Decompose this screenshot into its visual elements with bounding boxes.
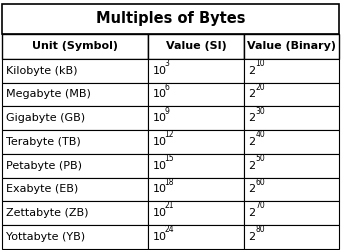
Text: Terabyte (TB): Terabyte (TB) <box>6 137 80 147</box>
Bar <box>244 154 339 178</box>
Bar <box>244 82 339 106</box>
Text: 6: 6 <box>165 83 169 92</box>
Text: 18: 18 <box>165 178 174 187</box>
Bar <box>2 154 148 178</box>
Text: 10: 10 <box>152 184 166 194</box>
Bar <box>148 106 244 130</box>
Text: 24: 24 <box>165 225 174 234</box>
Text: 2: 2 <box>248 66 255 76</box>
Bar <box>244 225 339 249</box>
Text: 10: 10 <box>152 232 166 242</box>
Text: 50: 50 <box>255 154 265 163</box>
Text: 3: 3 <box>165 59 169 68</box>
Bar <box>148 34 244 59</box>
Text: Gigabyte (GB): Gigabyte (GB) <box>6 113 85 123</box>
Bar <box>2 225 148 249</box>
Text: 40: 40 <box>255 130 265 139</box>
Bar <box>148 154 244 178</box>
Text: 10: 10 <box>152 161 166 170</box>
Text: Multiples of Bytes: Multiples of Bytes <box>96 11 245 26</box>
Text: 9: 9 <box>165 106 169 116</box>
Text: 80: 80 <box>255 225 265 234</box>
Text: 10: 10 <box>152 90 166 100</box>
Bar <box>2 34 148 59</box>
Bar <box>148 82 244 106</box>
Text: Yottabyte (YB): Yottabyte (YB) <box>6 232 85 242</box>
Text: 15: 15 <box>165 154 174 163</box>
Text: Megabyte (MB): Megabyte (MB) <box>6 90 91 100</box>
Bar <box>2 4 339 34</box>
Text: Petabyte (PB): Petabyte (PB) <box>6 161 82 170</box>
Text: 2: 2 <box>248 137 255 147</box>
Bar <box>148 59 244 82</box>
Text: Unit (Symbol): Unit (Symbol) <box>32 41 118 51</box>
Text: Value (SI): Value (SI) <box>166 41 226 51</box>
Bar <box>2 201 148 225</box>
Text: 2: 2 <box>248 184 255 194</box>
Text: 10: 10 <box>255 59 265 68</box>
Bar <box>2 59 148 82</box>
Bar <box>244 106 339 130</box>
Bar <box>2 178 148 201</box>
Bar <box>148 130 244 154</box>
Bar <box>2 130 148 154</box>
Bar <box>2 106 148 130</box>
Text: Zettabyte (ZB): Zettabyte (ZB) <box>6 208 88 218</box>
Text: 10: 10 <box>152 113 166 123</box>
Bar <box>244 201 339 225</box>
Bar <box>244 130 339 154</box>
Text: 10: 10 <box>152 208 166 218</box>
Text: Kilobyte (kB): Kilobyte (kB) <box>6 66 77 76</box>
Text: 20: 20 <box>255 83 265 92</box>
Text: 2: 2 <box>248 90 255 100</box>
Text: 10: 10 <box>152 137 166 147</box>
Bar <box>2 82 148 106</box>
Bar <box>148 225 244 249</box>
Bar <box>244 178 339 201</box>
Text: 2: 2 <box>248 113 255 123</box>
Text: Exabyte (EB): Exabyte (EB) <box>6 184 78 194</box>
Text: 12: 12 <box>165 130 174 139</box>
Text: Value (Binary): Value (Binary) <box>247 41 336 51</box>
Text: 70: 70 <box>255 202 265 210</box>
Text: 2: 2 <box>248 161 255 170</box>
Text: 10: 10 <box>152 66 166 76</box>
Bar <box>148 201 244 225</box>
Bar <box>244 59 339 82</box>
Bar <box>148 178 244 201</box>
Text: 60: 60 <box>255 178 265 187</box>
Text: 2: 2 <box>248 208 255 218</box>
Text: 2: 2 <box>248 232 255 242</box>
Text: 30: 30 <box>255 106 265 116</box>
Bar <box>244 34 339 59</box>
Text: 21: 21 <box>165 202 174 210</box>
